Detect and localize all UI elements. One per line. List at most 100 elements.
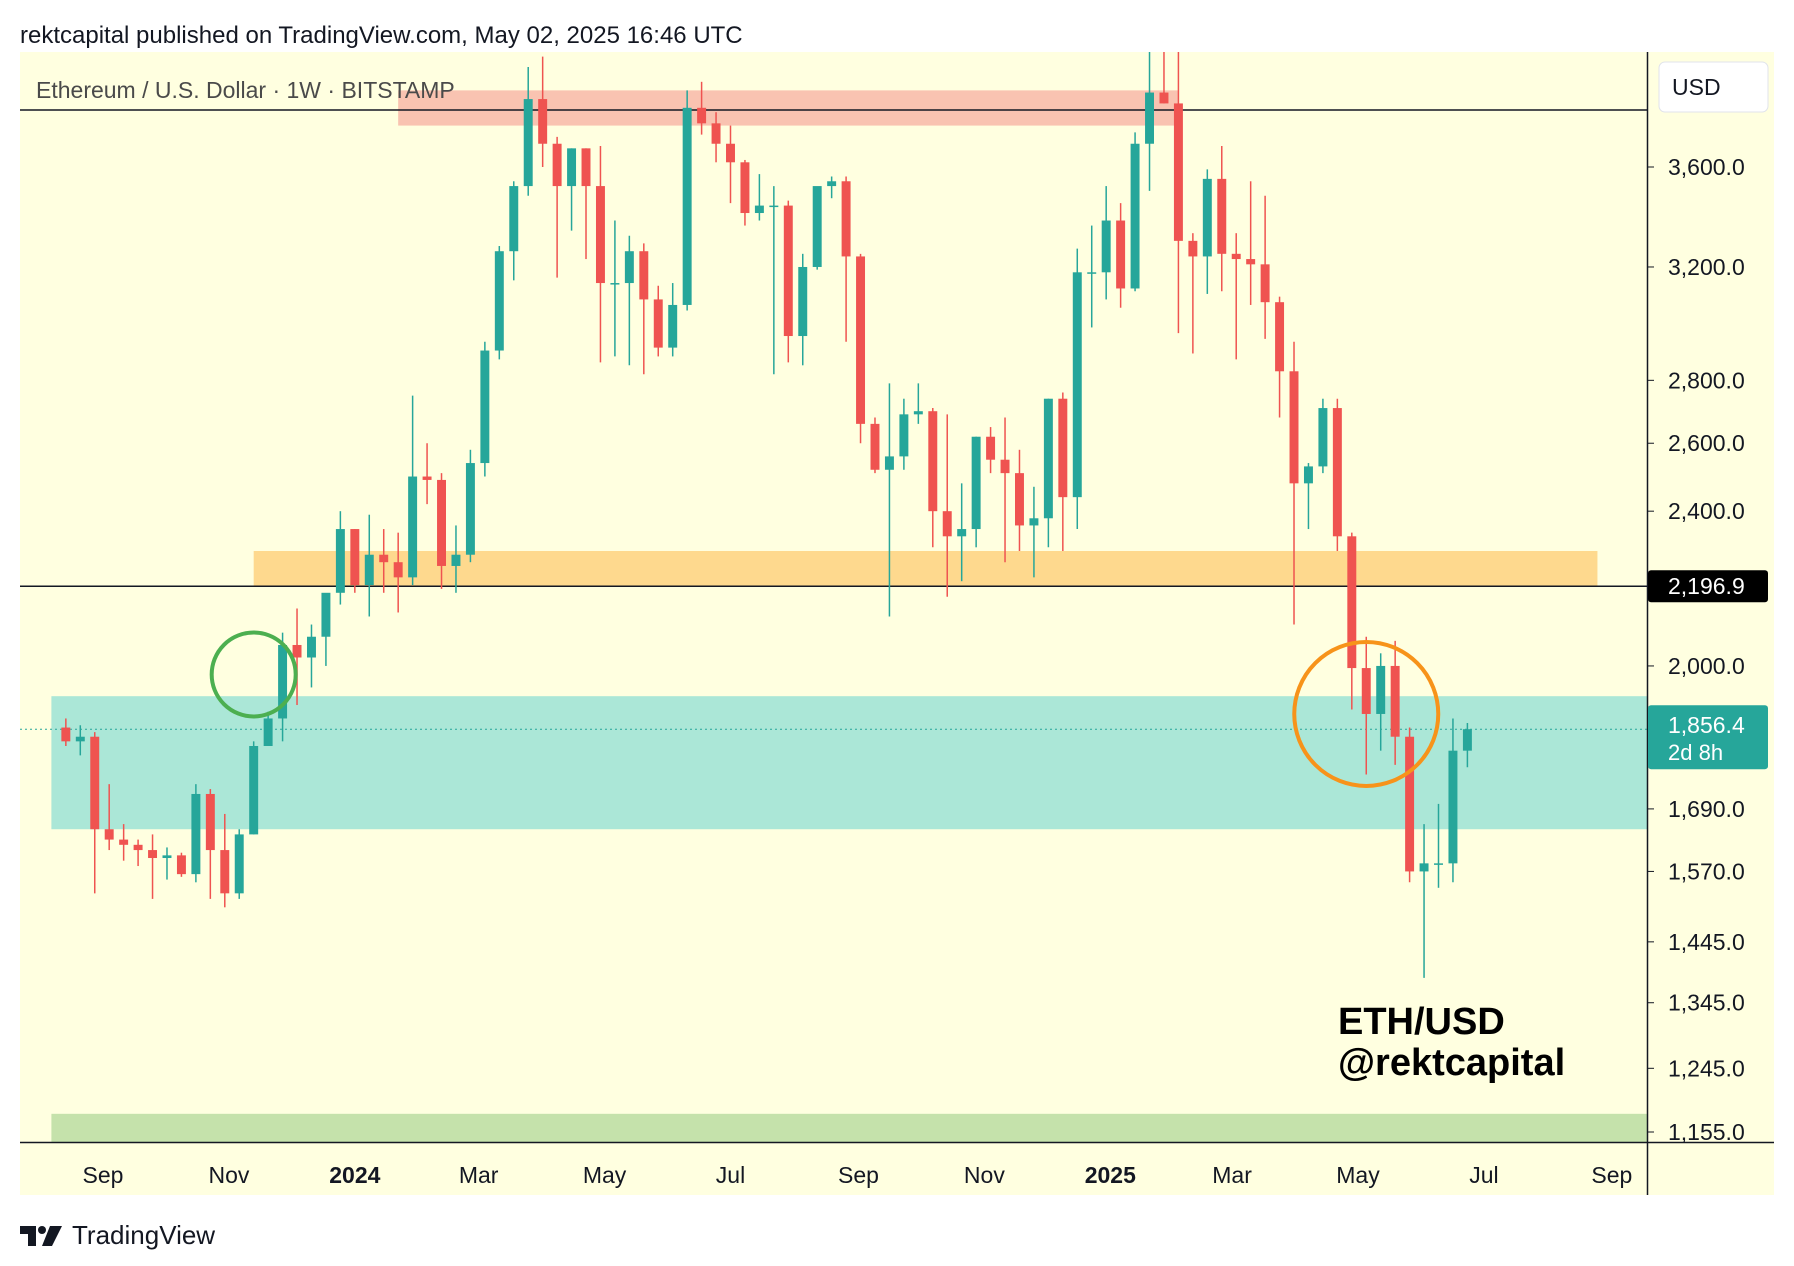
candle — [581, 148, 591, 260]
candle — [971, 436, 981, 548]
horizontal-line-price-badge — [1648, 570, 1768, 603]
candle-body — [90, 736, 100, 830]
candle — [205, 789, 215, 899]
candle-body — [480, 350, 490, 464]
candle — [928, 408, 938, 548]
candle — [133, 839, 143, 867]
candle-body — [451, 554, 461, 566]
price-tick-label: 2,600.0 — [1668, 430, 1745, 456]
time-tick-label: Sep — [83, 1162, 124, 1188]
candle — [494, 246, 504, 360]
candle-body — [119, 839, 129, 845]
candle-body — [538, 99, 548, 144]
candle-body — [148, 850, 158, 859]
candle — [1087, 225, 1097, 328]
candle — [408, 395, 418, 586]
candle — [624, 235, 634, 366]
candle — [1043, 398, 1053, 548]
candle — [595, 146, 605, 363]
candle — [697, 81, 707, 135]
candle-body — [1015, 473, 1024, 526]
candle — [827, 176, 837, 199]
candle-body — [292, 644, 302, 658]
candle-body — [523, 99, 533, 187]
price-axis[interactable]: 3,600.0 3,200.0 2,800.0 2,600.0 2,400.0 2,000… — [1647, 154, 1745, 1145]
plot-background — [20, 52, 1647, 1142]
candle-body — [726, 143, 735, 163]
candle — [841, 176, 851, 342]
candle — [1058, 392, 1068, 552]
candle — [451, 525, 461, 593]
candle — [1101, 186, 1111, 300]
candle — [1130, 132, 1140, 292]
candle-body — [1072, 272, 1082, 498]
candle — [1289, 341, 1299, 625]
candle — [191, 784, 201, 883]
candle — [1029, 486, 1039, 578]
candle — [176, 852, 186, 877]
candle — [986, 427, 996, 474]
candle — [350, 529, 360, 593]
candle-body — [552, 143, 562, 187]
candles-layer — [61, 52, 1472, 978]
candle-body — [971, 436, 981, 530]
tradingview-brand[interactable]: TradingView — [20, 1220, 215, 1251]
candle — [1145, 52, 1155, 191]
candle — [1361, 636, 1371, 775]
candle — [653, 285, 663, 357]
currency-button[interactable]: USD — [1658, 61, 1769, 113]
annotations-layer — [209, 630, 1441, 788]
candle-body — [1303, 466, 1313, 484]
watermark-handle: @rektcapital — [1338, 1042, 1565, 1084]
currency-button-label: USD — [1672, 74, 1721, 100]
candle — [1434, 803, 1443, 888]
candle — [1072, 248, 1082, 530]
candle — [1000, 417, 1010, 563]
candle-body — [1202, 178, 1212, 257]
candle-body — [740, 162, 750, 214]
candle-body — [957, 529, 967, 537]
tradingview-logo-icon — [20, 1225, 62, 1246]
candle-body — [928, 411, 938, 512]
time-tick-label: May — [1336, 1162, 1380, 1188]
candle — [711, 112, 721, 163]
time-axis[interactable]: Sep Nov 2024 Mar May Jul Sep Nov 2025 Mar May Jul Se… — [83, 1162, 1633, 1188]
time-tick-label: Sep — [1591, 1162, 1632, 1188]
candle-countdown-label: 2d 8h — [1668, 740, 1723, 765]
candle — [75, 725, 85, 756]
candle — [422, 443, 432, 505]
candle — [234, 829, 244, 899]
candle — [220, 813, 230, 908]
time-tick-label: Mar — [1212, 1162, 1252, 1188]
candle-body — [1116, 220, 1126, 289]
candle-body — [1173, 103, 1183, 241]
candle-body — [1130, 143, 1140, 289]
candle-body — [884, 456, 894, 470]
candle — [1260, 195, 1270, 339]
candle-body — [364, 554, 374, 586]
horizontal-line-price-label: 2,196.9 — [1668, 573, 1745, 599]
candle — [1173, 52, 1183, 334]
candle-body — [769, 205, 779, 208]
price-tick-label: 2,000.0 — [1668, 653, 1745, 679]
candle — [567, 148, 577, 231]
candle — [263, 711, 273, 746]
candle — [249, 741, 259, 835]
time-tick-label: May — [583, 1162, 627, 1188]
candle — [957, 483, 967, 582]
candle — [1405, 727, 1415, 883]
candle-body — [1318, 408, 1328, 467]
candle-body — [393, 562, 403, 578]
candle — [1116, 203, 1126, 308]
candle-body — [350, 529, 360, 586]
candle-body — [1231, 253, 1241, 260]
candle — [1231, 233, 1241, 360]
price-tick-label: 3,200.0 — [1668, 254, 1745, 280]
publisher-line: rektcapital published on TradingView.com… — [20, 22, 743, 49]
symbol-title[interactable]: Ethereum / U.S. Dollar · 1W · BITSTAMP — [36, 77, 455, 103]
price-tick-label: 2,400.0 — [1668, 498, 1745, 524]
candle — [726, 125, 735, 204]
candle — [754, 174, 764, 221]
candle-body — [682, 107, 692, 305]
